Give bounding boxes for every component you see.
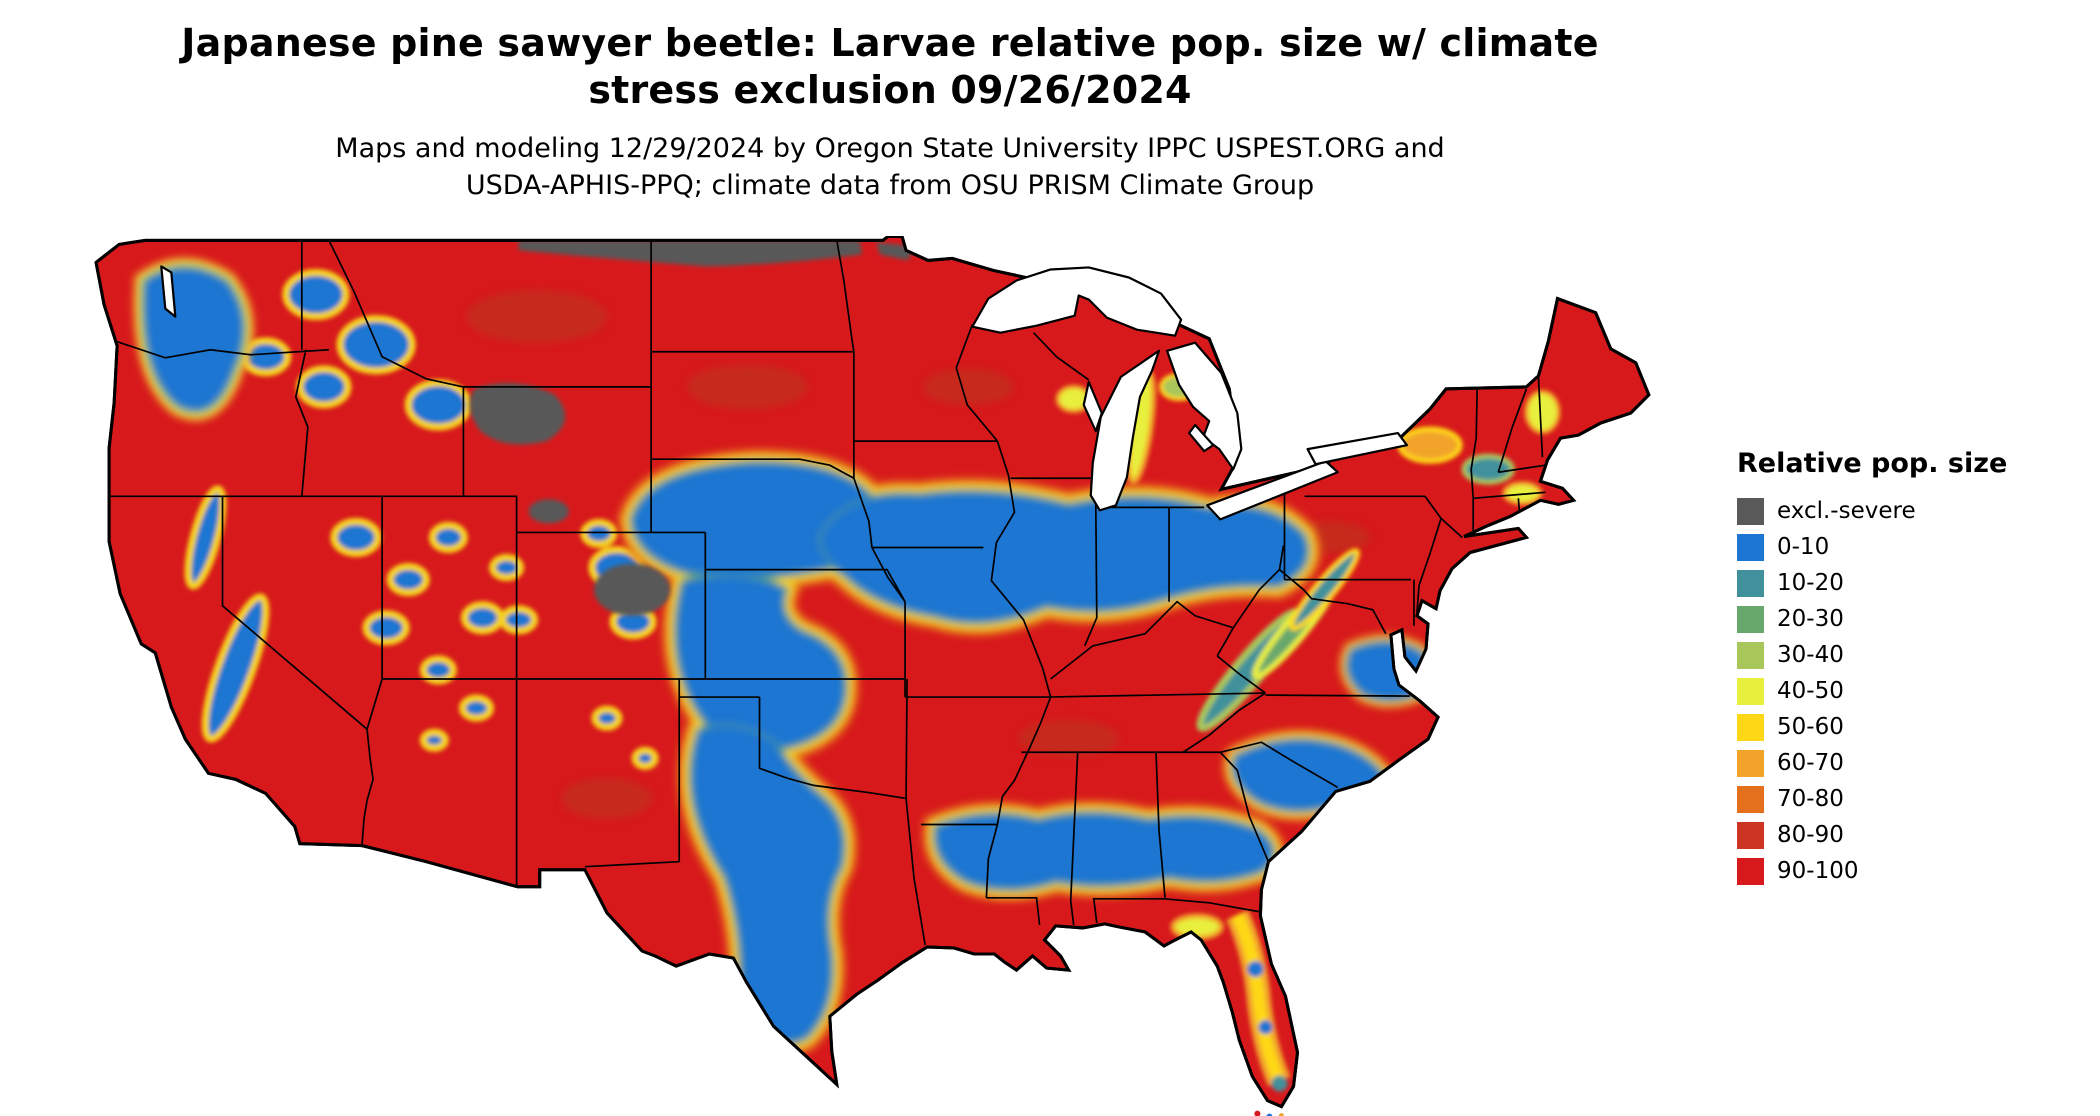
- saginaw-bay: [1188, 423, 1215, 453]
- legend-label: 90-100: [1777, 857, 1859, 884]
- legend-row: 20-30: [1737, 601, 2067, 637]
- lake-erie: [1206, 460, 1339, 521]
- legend-title: Relative pop. size: [1737, 448, 2008, 479]
- legend-swatch: [1737, 713, 1764, 741]
- raster-pacific-northwest: [142, 266, 244, 412]
- lake-ontario: [1306, 431, 1409, 466]
- raster-florida: [1170, 909, 1291, 1092]
- raster-darkred-patches: [466, 290, 1370, 819]
- legend-label: 80-90: [1777, 821, 1844, 848]
- legend-row: 70-80: [1737, 781, 2067, 817]
- legend-swatch: [1737, 749, 1764, 777]
- legend-swatch: [1737, 569, 1764, 597]
- legend-row: 50-60: [1737, 709, 2067, 745]
- legend-label: 60-70: [1777, 749, 1844, 776]
- chart-title-line1: Japanese pine sawyer beetle: Larvae rela…: [181, 21, 1599, 65]
- us-map: [85, 236, 1691, 1116]
- legend-row: 10-20: [1737, 565, 2067, 601]
- chart-subtitle-line2: USDA-APHIS-PPQ; climate data from OSU PR…: [465, 170, 1315, 201]
- legend-label: 30-40: [1777, 641, 1844, 668]
- legend-label: 10-20: [1777, 569, 1844, 596]
- great-lakes: [160, 265, 1409, 521]
- chart-subtitle-line1: Maps and modeling 12/29/2024 by Oregon S…: [335, 133, 1445, 164]
- raster-appalachia: [1196, 548, 1361, 732]
- legend-swatch: [1737, 677, 1764, 705]
- legend-label: excl.-severe: [1777, 497, 1916, 524]
- legend-row: 40-50: [1737, 673, 2067, 709]
- legend-row: excl.-severe: [1737, 493, 2067, 529]
- state-borders: [109, 239, 1546, 946]
- legend-swatch: [1737, 785, 1764, 813]
- legend: Relative pop. size excl.-severe 0-10 10-20…: [1737, 448, 2067, 889]
- chart-title: Japanese pine sawyer beetle: Larvae rela…: [0, 20, 1780, 114]
- legend-label: 0-10: [1777, 533, 1830, 560]
- legend-row: 30-40: [1737, 637, 2067, 673]
- us-map-svg: [94, 236, 1651, 1116]
- green-bay: [1082, 380, 1103, 433]
- legend-swatch: [1737, 497, 1764, 525]
- florida-keys: [1254, 1110, 1284, 1116]
- lake-superior: [971, 266, 1183, 337]
- puget-sound: [160, 265, 177, 318]
- legend-label: 40-50: [1777, 677, 1844, 704]
- lake-huron: [1165, 341, 1243, 471]
- legend-row: 0-10: [1737, 529, 2067, 565]
- legend-swatch: [1737, 641, 1764, 669]
- chart-title-line2: stress exclusion 09/26/2024: [588, 68, 1192, 112]
- legend-swatch: [1737, 857, 1764, 885]
- legend-row: 60-70: [1737, 745, 2067, 781]
- legend-label: 20-30: [1777, 605, 1844, 632]
- legend-row: 90-100: [1737, 853, 2067, 889]
- legend-rows: excl.-severe 0-10 10-20 20-30 30-40 40-50 50-6…: [1737, 493, 2067, 889]
- legend-swatch: [1737, 605, 1764, 633]
- chart-subtitle: Maps and modeling 12/29/2024 by Oregon S…: [0, 130, 1780, 204]
- legend-row: 80-90: [1737, 817, 2067, 853]
- legend-label: 50-60: [1777, 713, 1844, 740]
- legend-label: 70-80: [1777, 785, 1844, 812]
- raster-excluded-severe: [469, 240, 915, 616]
- raster-northeast: [1397, 389, 1561, 506]
- lake-michigan: [1089, 349, 1161, 512]
- legend-swatch: [1737, 821, 1764, 849]
- legend-swatch: [1737, 533, 1764, 561]
